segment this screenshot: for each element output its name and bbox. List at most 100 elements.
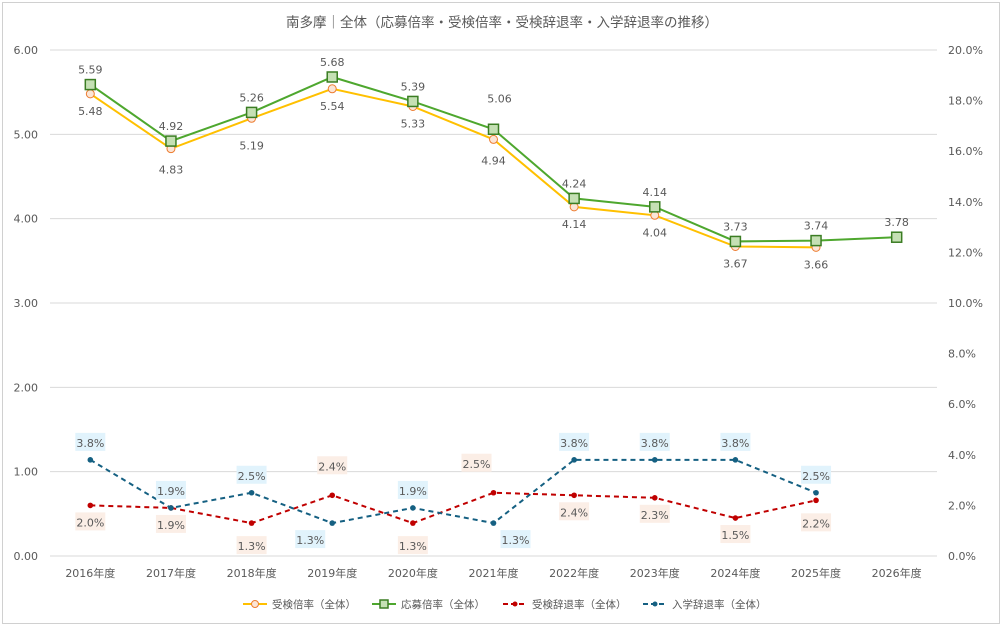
y-left-tick-label: 2.00 [14,381,39,394]
data-point [568,192,580,205]
data-label: 1.3% [296,534,324,547]
data-point [732,515,739,521]
legend-marker [251,600,259,608]
y-left-tick-label: 3.00 [14,297,39,310]
data-label-bg [236,536,267,555]
data-label-bg [720,525,751,544]
y-left-tick-label: 4.00 [14,213,39,226]
data-label: 5.19 [239,139,264,152]
series-line-3 [89,458,817,525]
data-label-bg [559,502,590,521]
legend-label: 受検辞退率（全体） [532,598,627,611]
data-label: 3.74 [804,220,829,233]
x-tick-label: 2025年度 [791,566,841,580]
data-label-bg [639,504,670,523]
data-label-bg [155,514,186,533]
data-label: 3.67 [723,257,748,270]
data-label: 5.33 [401,118,426,131]
data-label: 4.14 [643,186,668,199]
data-label: 2.2% [802,517,830,530]
data-point [490,520,497,526]
data-point [651,495,658,501]
data-label: 2.3% [641,509,669,522]
data-label-bg [317,456,348,475]
legend-marker [512,601,518,607]
data-label: 1.9% [157,485,185,498]
data-point [85,89,95,99]
y-right-tick-label: 18.0% [948,95,983,108]
data-label-bg [801,465,832,484]
data-label: 2.5% [802,470,830,483]
data-point [813,489,819,496]
data-label: 3.66 [804,258,829,271]
data-label-bg [720,432,751,451]
series-line-0 [89,87,817,249]
data-label: 4.94 [481,154,506,167]
data-label: 4.04 [643,226,668,239]
x-tick-label: 2024年度 [710,566,760,580]
data-label: 4.14 [562,218,587,231]
data-point [329,492,336,499]
data-label: 1.3% [238,540,266,553]
legend-label: 応募倍率（全体） [401,598,485,611]
y-right-tick-label: 6.0% [948,398,976,411]
data-point [649,201,661,213]
data-point [87,457,94,463]
data-point [327,84,337,94]
chart-title: 南多摩｜全体（応募倍率・受検倍率・受検辞退率・入学辞退率の推移） [286,14,718,31]
data-label-bg [801,513,832,532]
data-label: 3.8% [641,437,669,450]
data-label: 3.73 [723,220,748,233]
data-label: 2.0% [76,516,104,529]
data-label: 2.5% [238,470,266,483]
data-point [407,95,419,108]
data-label: 4.92 [159,120,184,133]
data-point [813,497,819,504]
data-label: 5.06 [487,92,512,105]
data-point [729,235,742,248]
y-right-tick-label: 0.0% [948,550,976,563]
legend-marker [652,601,658,607]
data-point [87,502,94,509]
y-right-tick-label: 4.0% [948,449,976,462]
data-label: 3.8% [76,437,104,450]
data-point [571,457,577,463]
data-point [732,457,739,463]
x-tick-label: 2018年度 [227,566,277,580]
x-tick-label: 2026年度 [872,566,922,580]
x-tick-label: 2021年度 [469,566,519,580]
x-tick-label: 2022年度 [549,566,599,580]
data-point [248,489,255,496]
data-label: 3.8% [560,437,588,450]
data-label: 5.54 [320,100,345,113]
data-point [410,520,416,526]
data-label-bg [155,480,186,499]
data-label-bg [397,480,428,499]
data-label-bg [397,536,428,555]
data-point [84,78,97,91]
data-label: 2.5% [463,458,491,471]
data-point [248,520,255,526]
data-point [168,505,174,511]
data-point [890,231,903,243]
y-right-tick-label: 10.0% [948,297,983,310]
x-tick-label: 2020年度 [388,566,438,580]
data-label-bg [295,530,326,549]
data-label: 3.78 [884,216,909,229]
data-label: 4.83 [159,164,184,177]
data-label-bg [75,512,106,531]
data-point [487,123,500,136]
y-right-tick-label: 8.0% [948,348,976,361]
data-point [810,234,822,247]
data-label-bg [75,432,106,451]
y-left-tick-label: 6.00 [14,44,39,57]
data-label: 1.5% [721,529,749,542]
data-label: 5.26 [239,91,264,104]
data-label: 1.9% [157,519,185,532]
legend-label: 入学辞退率（全体） [672,598,767,611]
data-label-bg [461,453,492,472]
y-left-tick-label: 1.00 [14,466,39,479]
data-point [651,457,658,463]
data-label: 4.24 [562,177,587,190]
